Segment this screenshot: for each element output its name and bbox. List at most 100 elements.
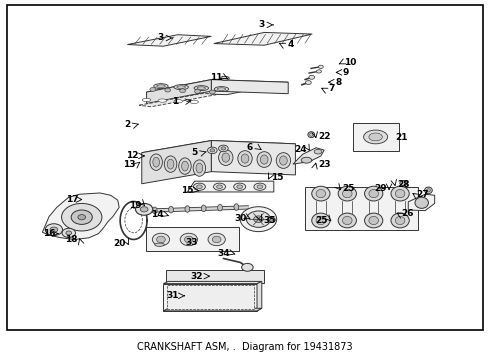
Ellipse shape (196, 163, 203, 173)
Ellipse shape (270, 219, 273, 221)
Ellipse shape (194, 86, 209, 91)
Ellipse shape (343, 189, 352, 198)
Polygon shape (147, 80, 211, 104)
Circle shape (62, 228, 75, 238)
Circle shape (45, 224, 63, 235)
Ellipse shape (155, 243, 164, 246)
FancyBboxPatch shape (166, 270, 264, 283)
Ellipse shape (369, 216, 378, 225)
Circle shape (210, 149, 215, 152)
Ellipse shape (157, 85, 165, 87)
Polygon shape (42, 193, 119, 239)
Text: 3: 3 (158, 33, 164, 42)
Ellipse shape (217, 185, 222, 189)
Ellipse shape (167, 159, 174, 169)
Text: 6: 6 (246, 143, 253, 152)
Ellipse shape (219, 150, 233, 166)
Polygon shape (187, 181, 274, 192)
FancyBboxPatch shape (146, 228, 239, 251)
Circle shape (66, 231, 72, 235)
Polygon shape (163, 308, 262, 311)
Polygon shape (214, 32, 312, 45)
Text: 3: 3 (259, 21, 265, 30)
Polygon shape (142, 140, 295, 156)
Ellipse shape (218, 204, 222, 211)
Ellipse shape (180, 233, 197, 246)
Circle shape (242, 264, 253, 271)
Text: 24: 24 (294, 145, 307, 154)
Text: 31: 31 (167, 291, 179, 300)
Text: 12: 12 (126, 152, 138, 161)
Ellipse shape (194, 183, 205, 190)
Polygon shape (211, 140, 295, 175)
Text: 18: 18 (65, 235, 77, 244)
Text: 2: 2 (124, 120, 130, 129)
Text: 29: 29 (374, 184, 387, 193)
Ellipse shape (169, 206, 173, 213)
Ellipse shape (201, 205, 206, 212)
Text: 27: 27 (416, 190, 429, 199)
Polygon shape (163, 284, 257, 311)
Ellipse shape (158, 99, 167, 102)
Text: CRANKSHAFT ASM, .  Diagram for 19431873: CRANKSHAFT ASM, . Diagram for 19431873 (137, 342, 353, 352)
Ellipse shape (391, 213, 409, 228)
Ellipse shape (391, 186, 409, 201)
Text: 19: 19 (129, 201, 142, 210)
Ellipse shape (214, 183, 225, 190)
Ellipse shape (222, 153, 230, 162)
Text: 28: 28 (397, 180, 410, 189)
Ellipse shape (426, 189, 430, 192)
Text: 30: 30 (234, 214, 246, 223)
Ellipse shape (395, 189, 405, 198)
Circle shape (140, 207, 148, 212)
Ellipse shape (190, 100, 198, 104)
Text: 22: 22 (318, 132, 330, 141)
Circle shape (208, 147, 217, 154)
Ellipse shape (301, 157, 312, 163)
Polygon shape (408, 194, 435, 211)
Ellipse shape (369, 189, 378, 198)
Circle shape (318, 65, 323, 68)
Ellipse shape (338, 213, 356, 228)
Text: 26: 26 (401, 210, 414, 219)
Ellipse shape (312, 186, 330, 201)
Text: 35: 35 (264, 216, 276, 225)
Ellipse shape (365, 213, 383, 228)
Ellipse shape (238, 151, 252, 166)
Polygon shape (257, 282, 262, 311)
Text: 7: 7 (328, 84, 335, 93)
Text: 16: 16 (43, 229, 55, 238)
Circle shape (209, 90, 215, 94)
Text: 17: 17 (66, 195, 78, 204)
Text: 23: 23 (318, 159, 330, 168)
Ellipse shape (314, 149, 322, 154)
Polygon shape (127, 35, 211, 46)
Circle shape (254, 216, 263, 222)
Text: 21: 21 (395, 134, 407, 143)
Circle shape (219, 145, 228, 152)
Ellipse shape (280, 156, 287, 165)
Ellipse shape (308, 132, 315, 138)
Circle shape (309, 75, 315, 79)
Ellipse shape (185, 236, 193, 243)
Circle shape (50, 227, 58, 232)
Text: 25: 25 (342, 184, 354, 193)
Ellipse shape (193, 160, 206, 176)
Ellipse shape (312, 213, 330, 228)
Ellipse shape (260, 155, 268, 164)
Text: 10: 10 (344, 58, 357, 67)
Ellipse shape (400, 181, 407, 186)
Ellipse shape (214, 87, 229, 91)
Circle shape (136, 203, 153, 215)
Ellipse shape (415, 197, 428, 208)
Text: 8: 8 (336, 78, 342, 87)
Ellipse shape (234, 183, 245, 190)
Circle shape (62, 203, 102, 231)
Ellipse shape (157, 236, 165, 243)
Ellipse shape (310, 133, 313, 136)
Ellipse shape (212, 236, 221, 243)
Ellipse shape (234, 204, 239, 210)
Ellipse shape (369, 133, 382, 141)
Ellipse shape (338, 186, 356, 201)
Text: 4: 4 (288, 40, 294, 49)
